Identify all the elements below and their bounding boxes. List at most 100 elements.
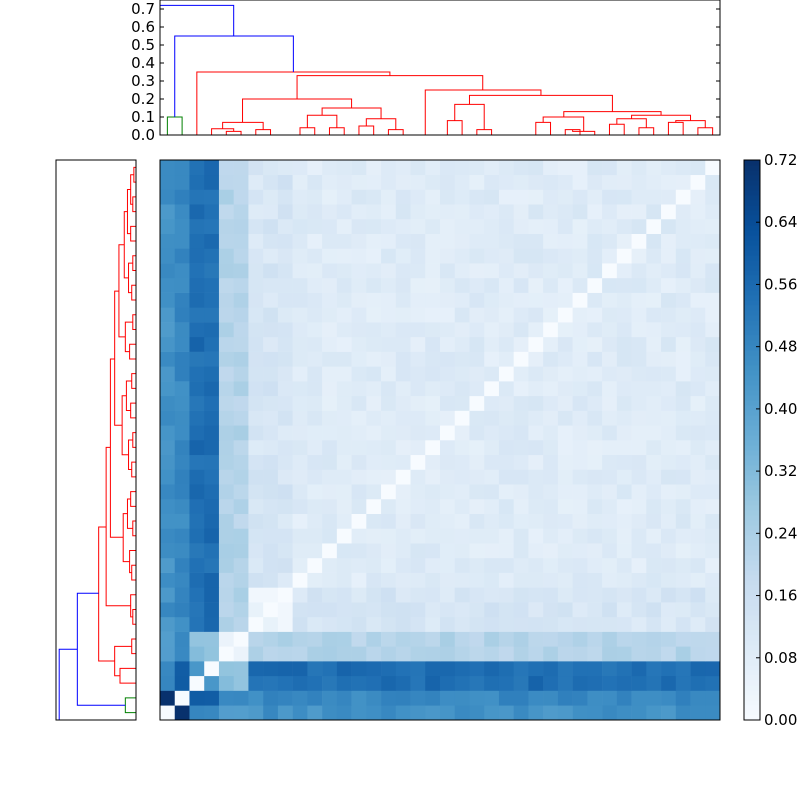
heatmap-cell xyxy=(277,631,293,647)
heatmap-cell xyxy=(189,469,205,485)
colorbar-tick-label: 0.48 xyxy=(764,338,797,356)
heatmap-cell xyxy=(218,572,234,588)
heatmap-cell xyxy=(366,277,382,293)
heatmap-cell xyxy=(292,425,308,441)
heatmap-cell xyxy=(587,204,603,220)
heatmap-cell xyxy=(440,675,456,691)
heatmap-cell xyxy=(425,469,441,485)
heatmap-cell xyxy=(233,661,249,677)
heatmap-cell xyxy=(705,381,721,397)
heatmap-cell xyxy=(528,189,544,205)
left-dendrogram-link xyxy=(114,645,132,677)
colorbar-segment xyxy=(744,395,760,401)
heatmap-cell xyxy=(204,292,220,308)
heatmap-cell xyxy=(263,484,279,500)
heatmap-cell xyxy=(204,602,220,618)
heatmap-cell xyxy=(454,233,470,249)
heatmap-cell xyxy=(351,690,367,706)
heatmap-cell xyxy=(160,160,176,176)
heatmap-cell xyxy=(204,440,220,456)
heatmap-cell xyxy=(336,381,352,397)
heatmap-cell xyxy=(160,233,176,249)
heatmap-cell xyxy=(528,351,544,367)
heatmap-cell xyxy=(513,248,529,264)
heatmap-cell xyxy=(351,498,367,514)
heatmap-cell xyxy=(174,307,190,323)
heatmap-cell xyxy=(381,425,397,441)
heatmap-cell xyxy=(543,705,559,721)
heatmap-cell xyxy=(690,336,706,352)
heatmap-cell xyxy=(292,572,308,588)
heatmap-cell xyxy=(631,248,647,264)
heatmap-cell xyxy=(395,557,411,573)
top-dendrogram-link xyxy=(321,107,382,119)
heatmap-cell xyxy=(454,572,470,588)
heatmap-cell xyxy=(233,484,249,500)
heatmap-cell xyxy=(528,233,544,249)
heatmap-cell xyxy=(469,307,485,323)
heatmap-cell xyxy=(292,690,308,706)
heatmap-cell xyxy=(277,189,293,205)
heatmap-cell xyxy=(528,218,544,234)
heatmap-cell xyxy=(661,277,677,293)
heatmap-cell xyxy=(160,366,176,382)
heatmap-cell xyxy=(484,292,500,308)
heatmap-cell xyxy=(381,277,397,293)
heatmap-cell xyxy=(277,661,293,677)
heatmap-cell xyxy=(675,425,691,441)
top-dendrogram-link xyxy=(242,98,353,123)
colorbar-segment xyxy=(744,510,760,516)
heatmap-cell xyxy=(189,189,205,205)
colorbar-axis: 0.000.080.160.240.320.400.480.560.640.72 xyxy=(756,151,797,729)
heatmap-cell xyxy=(469,661,485,677)
heatmap-cell xyxy=(484,233,500,249)
heatmap-cell xyxy=(616,336,632,352)
heatmap-cell xyxy=(572,218,588,234)
heatmap-cell xyxy=(469,602,485,618)
heatmap-cell xyxy=(366,336,382,352)
heatmap-cell xyxy=(263,425,279,441)
heatmap-cell xyxy=(705,410,721,426)
heatmap-cell xyxy=(572,484,588,500)
heatmap-cell xyxy=(440,248,456,264)
colorbar-segment xyxy=(744,330,760,336)
heatmap-cell xyxy=(690,263,706,279)
heatmap-cell xyxy=(189,366,205,382)
left-dendrogram-frame xyxy=(55,159,137,721)
heatmap-cell xyxy=(204,469,220,485)
heatmap-cell xyxy=(631,160,647,176)
heatmap-cell xyxy=(454,160,470,176)
heatmap-cell xyxy=(336,690,352,706)
heatmap-cell xyxy=(233,557,249,573)
heatmap-cell xyxy=(705,454,721,470)
heatmap-cell xyxy=(425,425,441,441)
colorbar-segment xyxy=(744,290,760,296)
heatmap-cell xyxy=(248,322,264,338)
heatmap-cell xyxy=(277,484,293,500)
heatmap-cell xyxy=(307,336,323,352)
heatmap-cell xyxy=(174,425,190,441)
colorbar-segment xyxy=(744,450,760,456)
colorbar-segment xyxy=(744,195,760,201)
heatmap-cell xyxy=(381,218,397,234)
heatmap-cell xyxy=(646,263,662,279)
heatmap-cell xyxy=(307,646,323,662)
heatmap-cell xyxy=(322,616,338,632)
heatmap-cell xyxy=(248,528,264,544)
heatmap-cell xyxy=(513,395,529,411)
heatmap-cell xyxy=(484,602,500,618)
heatmap-cell xyxy=(498,440,514,456)
heatmap-cell xyxy=(322,204,338,220)
heatmap-cell xyxy=(351,174,367,190)
heatmap-cell xyxy=(587,233,603,249)
heatmap-cell xyxy=(484,469,500,485)
heatmap-cell xyxy=(263,174,279,190)
heatmap-cell xyxy=(440,189,456,205)
heatmap-cell xyxy=(705,351,721,367)
heatmap-cell xyxy=(557,366,573,382)
heatmap-cell xyxy=(675,277,691,293)
heatmap-cell xyxy=(661,263,677,279)
heatmap-cell xyxy=(484,587,500,603)
heatmap-cell xyxy=(616,292,632,308)
heatmap-cell xyxy=(366,233,382,249)
